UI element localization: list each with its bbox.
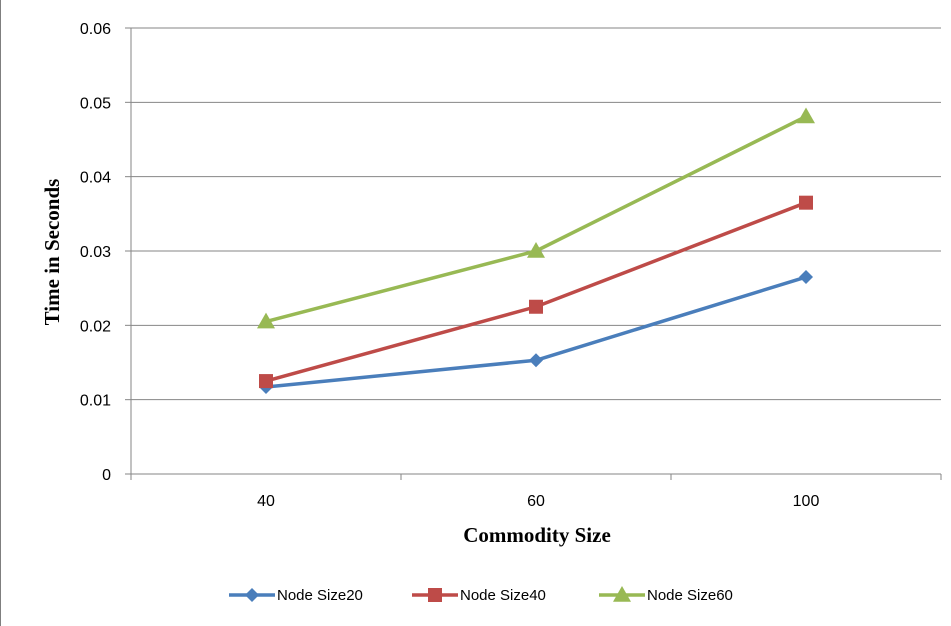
legend-marker-3 xyxy=(613,586,631,602)
y-axis-title: Time in Seconds xyxy=(40,179,64,326)
legend-marker-2 xyxy=(428,588,442,602)
series-markers xyxy=(257,107,815,395)
series-1-point xyxy=(529,353,543,368)
series-2-point xyxy=(529,299,543,314)
x-tick-label: 100 xyxy=(793,493,820,510)
series-3-point xyxy=(527,242,545,258)
series-2-point xyxy=(799,195,813,210)
y-tick-labels: 0 0.01 0.02 0.03 0.04 0.05 0.06 xyxy=(80,21,111,484)
series-1-point xyxy=(799,270,813,285)
x-tick-labels: 40 60 100 xyxy=(257,493,819,510)
legend-label-2: Node Size40 xyxy=(460,587,546,604)
series-line-1 xyxy=(265,275,807,389)
series-3-point xyxy=(797,107,815,124)
y-tick-label: 0.01 xyxy=(80,393,111,410)
y-tick-label: 0.06 xyxy=(80,21,111,38)
x-tick-label: 40 xyxy=(257,493,275,510)
legend-marker-1 xyxy=(245,588,259,602)
y-tick-label: 0.05 xyxy=(80,95,111,112)
series-line-3 xyxy=(265,114,807,324)
y-tick-label: 0.03 xyxy=(80,244,111,261)
y-tick-label: 0 xyxy=(102,467,111,484)
legend: Node Size20 Node Size40 Node Size60 xyxy=(229,586,733,604)
axes xyxy=(125,27,942,480)
x-axis-title: Commodity Size xyxy=(463,523,611,547)
series-3-point xyxy=(257,312,275,329)
x-tick-label: 60 xyxy=(527,493,545,510)
y-tick-label: 0.04 xyxy=(80,170,111,187)
series-2-point xyxy=(259,374,273,389)
legend-label-1: Node Size20 xyxy=(277,587,363,604)
y-tick-label: 0.02 xyxy=(80,318,111,335)
legend-label-3: Node Size60 xyxy=(647,587,733,604)
gridlines xyxy=(131,27,941,401)
